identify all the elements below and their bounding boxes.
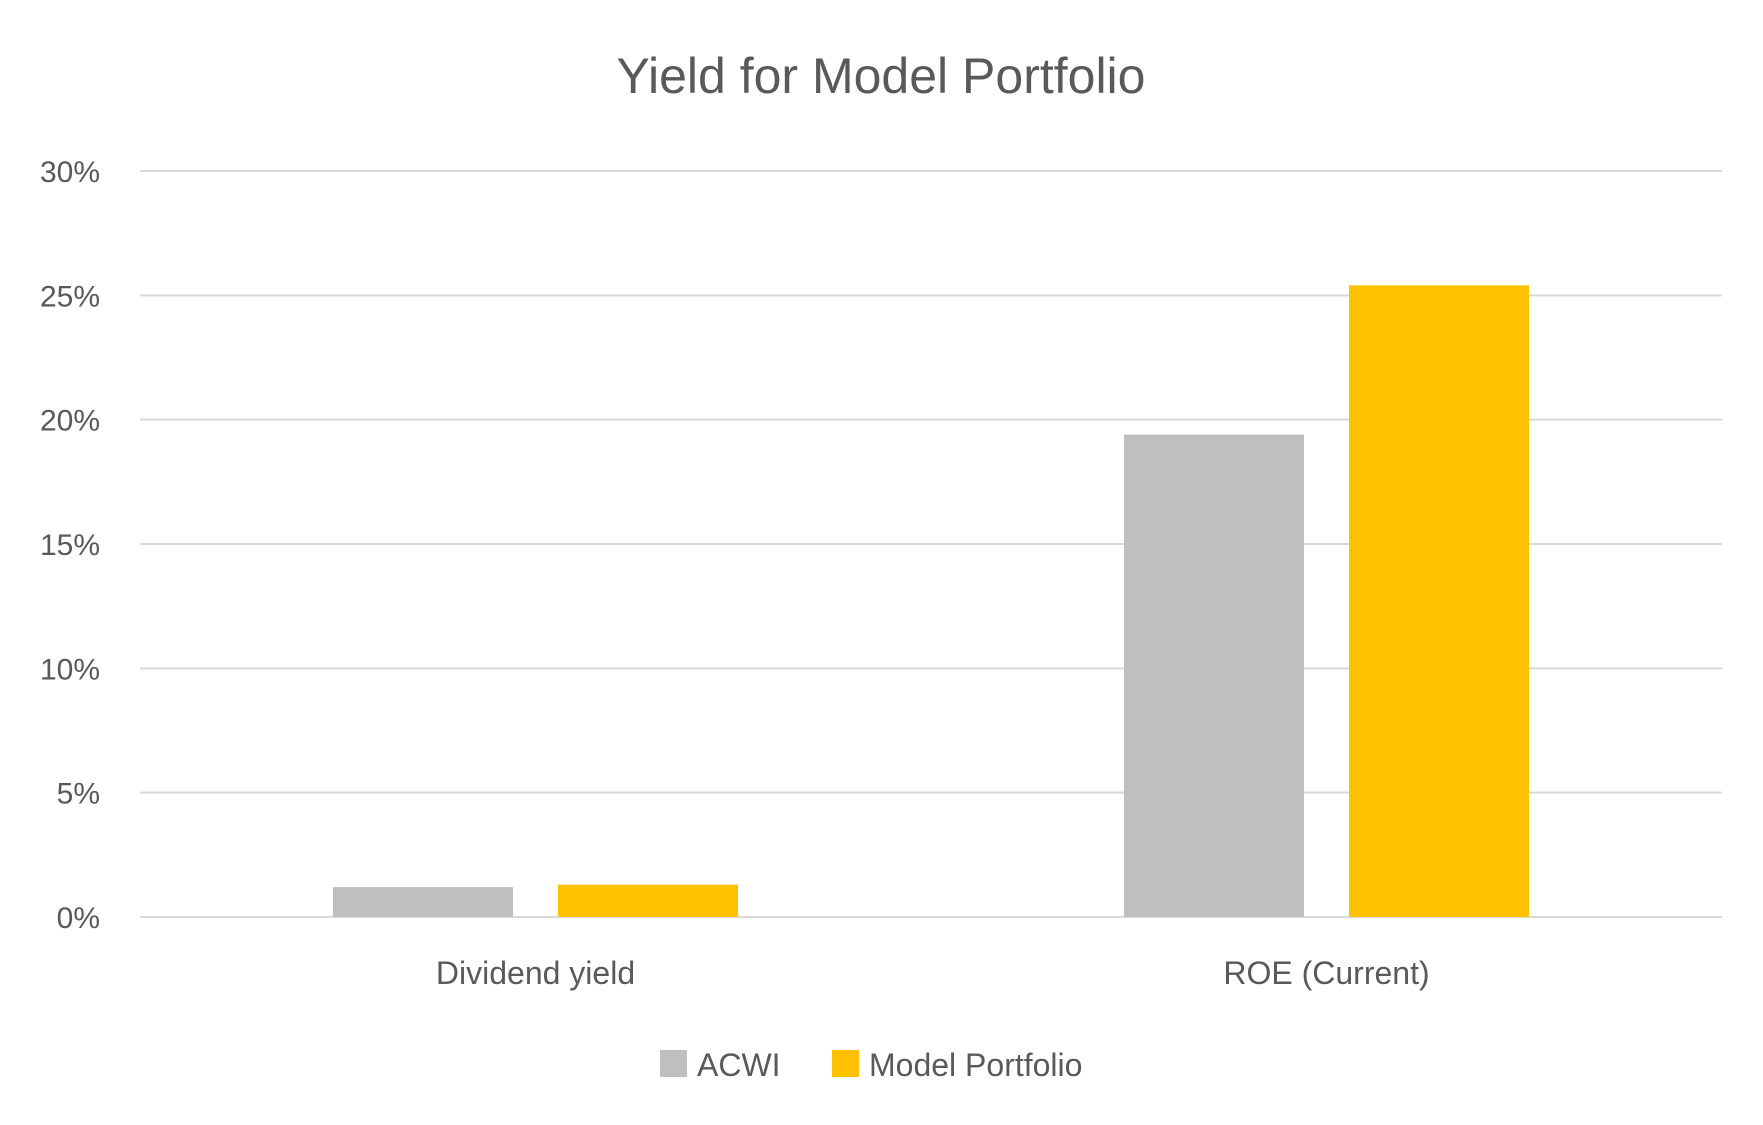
- y-tick-label: 5%: [57, 778, 100, 811]
- bar-model-portfolio-0: [558, 884, 738, 917]
- y-tick-label: 15%: [40, 529, 100, 562]
- y-tick-label: 25%: [40, 280, 100, 313]
- legend-label: Model Portfolio: [869, 1047, 1082, 1083]
- legend-label: ACWI: [697, 1047, 781, 1083]
- x-category-label: Dividend yield: [436, 955, 635, 991]
- y-tick-label: 10%: [40, 653, 100, 686]
- bar-acwi-1: [1124, 434, 1304, 917]
- x-category-label: ROE (Current): [1223, 955, 1429, 991]
- y-axis-ticks: 0% 5% 10% 15% 20% 25% 30%: [40, 156, 100, 935]
- bar-model-portfolio-1: [1349, 285, 1529, 917]
- legend-swatch: [660, 1050, 687, 1077]
- y-tick-label: 30%: [40, 156, 100, 189]
- gridlines: [140, 170, 1722, 918]
- bars: [333, 285, 1529, 917]
- chart-title: Yield for Model Portfolio: [617, 48, 1146, 104]
- x-axis-categories: Dividend yield ROE (Current): [436, 955, 1430, 991]
- y-tick-label: 0%: [57, 902, 100, 935]
- legend: ACWI Model Portfolio: [660, 1047, 1082, 1083]
- legend-swatch: [832, 1050, 859, 1077]
- bar-acwi-0: [333, 887, 513, 917]
- y-tick-label: 20%: [40, 405, 100, 438]
